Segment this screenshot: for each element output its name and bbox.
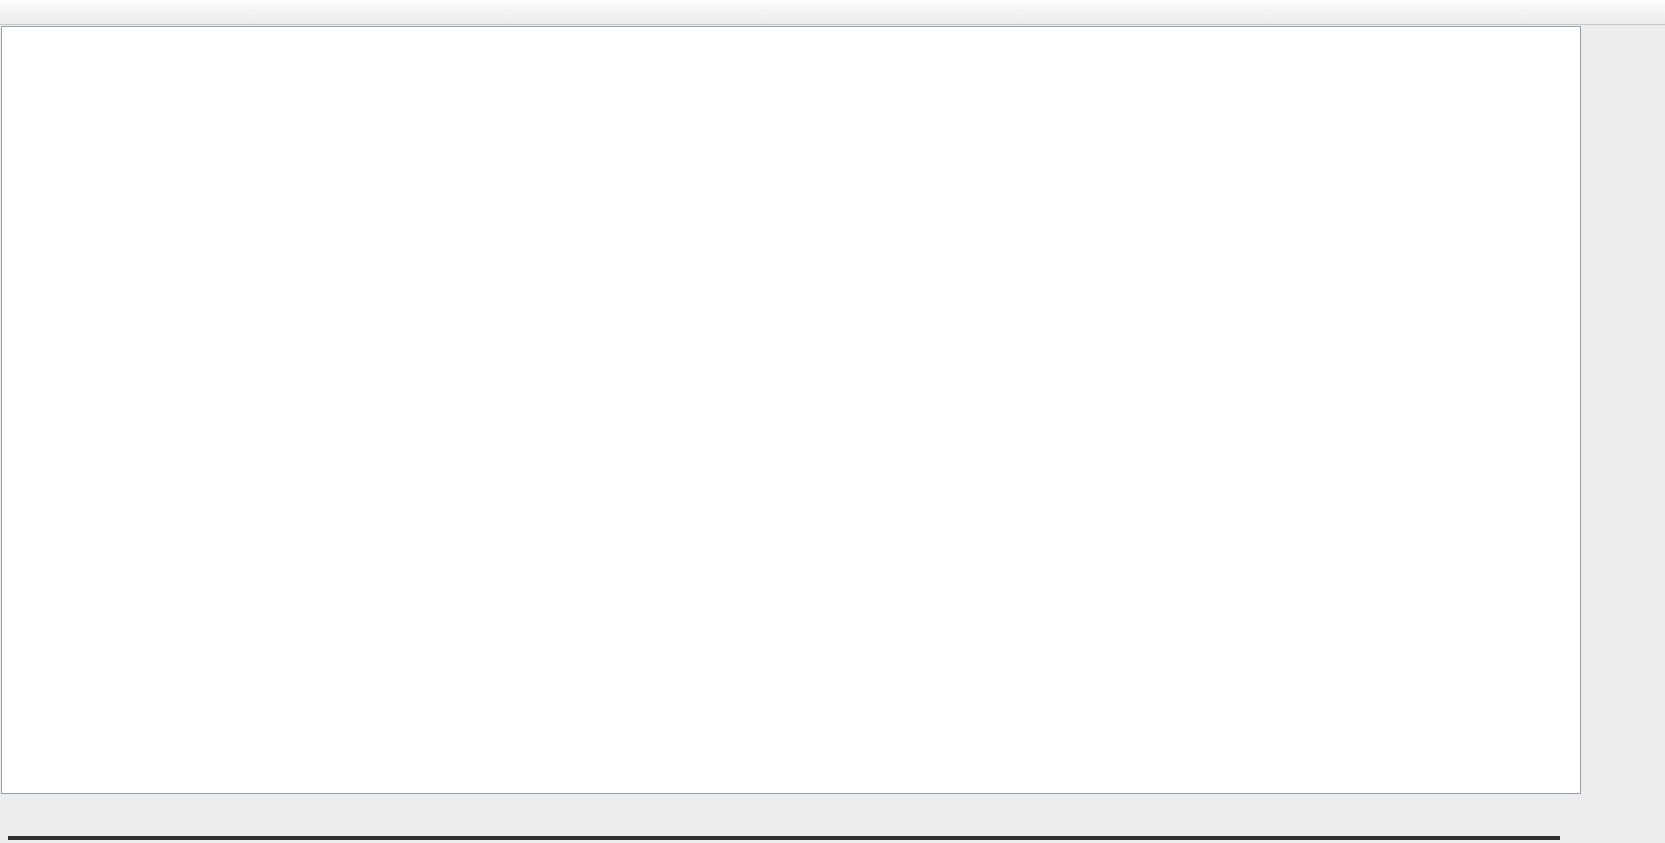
toolbar [0, 0, 1665, 25]
chart-title [7, 29, 19, 40]
workspace [0, 25, 1665, 843]
chart-canvas[interactable] [2, 27, 1578, 791]
macd-label [8, 605, 21, 616]
chart-window-jpn225-h4 [1, 26, 1581, 794]
window-bottom-border [8, 836, 1560, 840]
rsi-label [8, 705, 15, 716]
